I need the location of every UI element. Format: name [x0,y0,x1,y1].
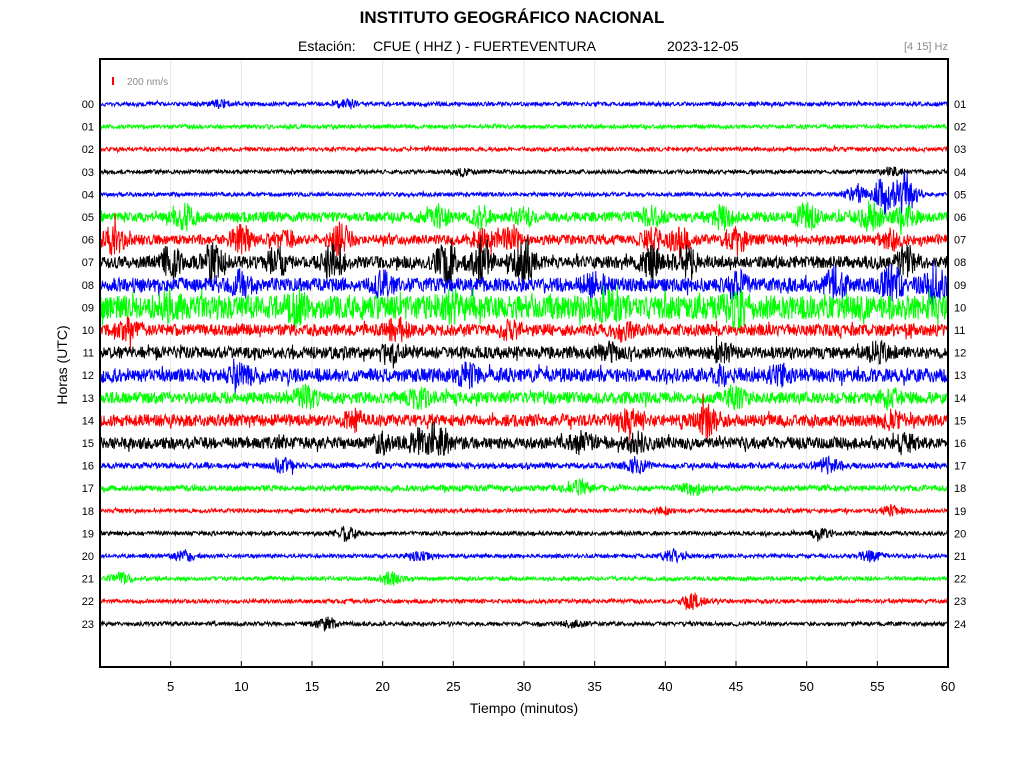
x-axis-label: Tiempo (minutos) [469,700,579,716]
hour-label-left: 22 [82,596,94,608]
hour-label-left: 21 [82,574,94,586]
trace-hour-00 [99,98,949,110]
hour-label-left: 05 [82,212,94,224]
hour-label-left: 06 [82,235,94,247]
hour-label-left: 13 [82,393,94,405]
hour-label-right: 03 [954,144,966,156]
y-axis-label: Horas (UTC) [54,325,70,405]
hour-label-right: 05 [954,189,966,201]
hour-label-right: 20 [954,528,966,540]
hour-label-left: 09 [82,302,94,314]
x-tick-label: 5 [167,679,174,694]
hour-label-left: 14 [82,415,94,427]
hour-label-left: 07 [82,257,94,269]
hour-label-right: 08 [954,257,966,269]
hour-label-right: 11 [954,325,965,337]
scale-bar-mark [112,77,114,85]
trace-hour-12 [99,358,949,395]
hour-label-left: 03 [82,167,94,179]
hour-label-left: 00 [82,99,94,111]
hour-label-left: 20 [82,551,94,563]
x-tick-label: 10 [234,679,248,694]
x-tick-label: 50 [799,679,813,694]
trace-hour-14 [99,393,949,442]
scale-bar-label: 200 nm/s [127,77,168,88]
trace-hour-21 [99,571,949,586]
station-name: CFUE ( HHZ ) - FUERTEVENTURA [373,38,596,54]
hour-label-right: 04 [954,167,966,179]
date-label: 2023-12-05 [667,38,739,54]
trace-hour-07 [99,236,949,289]
hour-label-right: 09 [954,280,966,292]
hour-label-right: 06 [954,212,966,224]
x-tick-label: 45 [729,679,743,694]
grid [170,59,878,667]
x-tick-label: 55 [870,679,884,694]
hour-label-left: 02 [82,144,94,156]
hour-label-right: 01 [954,99,966,111]
trace-hour-06 [99,213,949,259]
page-title: INSTITUTO GEOGRÁFICO NACIONAL [359,8,665,27]
trace-hour-22 [99,592,949,611]
hour-label-right: 21 [954,551,966,563]
trace-hour-03 [99,166,949,178]
trace-hour-11 [99,335,949,369]
trace-hour-08 [99,260,949,309]
hour-label-left: 04 [82,189,94,201]
hour-label-left: 12 [82,370,94,382]
hour-label-left: 08 [82,280,94,292]
trace-hour-16 [99,455,949,475]
trace-hour-05 [99,200,949,236]
x-tick-label: 35 [587,679,601,694]
trace-hour-01 [99,122,949,131]
hour-label-left: 16 [82,461,94,473]
hour-label-left: 01 [82,122,94,134]
hour-label-right: 14 [954,393,966,405]
hour-label-right: 23 [954,596,966,608]
hour-label-left: 19 [82,528,94,540]
x-axis-ticks: 5 10 15 20 25 30 35 40 45 50 55 60 [167,661,955,694]
hour-labels: 00 01 01 02 02 03 03 04 04 05 05 06 06 07 07 08 08 09 09 10… [82,99,967,631]
hour-label-right: 22 [954,574,966,586]
trace-hour-02 [99,144,949,154]
hour-label-right: 15 [954,415,966,427]
hour-label-left: 17 [82,483,94,495]
hour-label-left: 15 [82,438,94,450]
hour-label-right: 12 [954,348,966,360]
trace-hour-15 [99,421,949,456]
x-tick-label: 25 [446,679,460,694]
filter-band-label: [4 15] Hz [903,41,948,53]
hour-label-right: 19 [954,506,966,518]
hour-label-left: 11 [83,348,94,360]
hour-label-right: 17 [954,461,966,473]
trace-hour-13 [99,383,949,412]
x-tick-label: 20 [375,679,389,694]
trace-hour-09 [99,285,949,334]
trace-group [99,98,949,632]
hour-label-right: 18 [954,483,966,495]
hour-label-right: 02 [954,122,966,134]
trace-hour-23 [99,616,949,632]
trace-hour-20 [99,548,949,565]
hour-label-right: 10 [954,302,966,314]
hour-label-right: 16 [954,438,966,450]
trace-hour-10 [99,315,949,351]
trace-hour-18 [99,504,949,517]
scale-bar: 200 nm/s [112,77,168,88]
trace-hour-19 [99,525,949,542]
hour-label-right: 07 [954,235,966,247]
x-tick-label: 60 [941,679,955,694]
hour-label-left: 18 [82,506,94,518]
x-tick-label: 15 [305,679,319,694]
hour-label-right: 13 [954,370,966,382]
x-tick-label: 30 [517,679,531,694]
hour-label-right: 24 [954,619,966,631]
hour-label-left: 10 [82,325,94,337]
hour-label-left: 23 [82,619,94,631]
station-label: Estación: [298,38,356,54]
x-tick-label: 40 [658,679,672,694]
trace-hour-04 [99,171,949,215]
trace-hour-17 [99,478,949,497]
